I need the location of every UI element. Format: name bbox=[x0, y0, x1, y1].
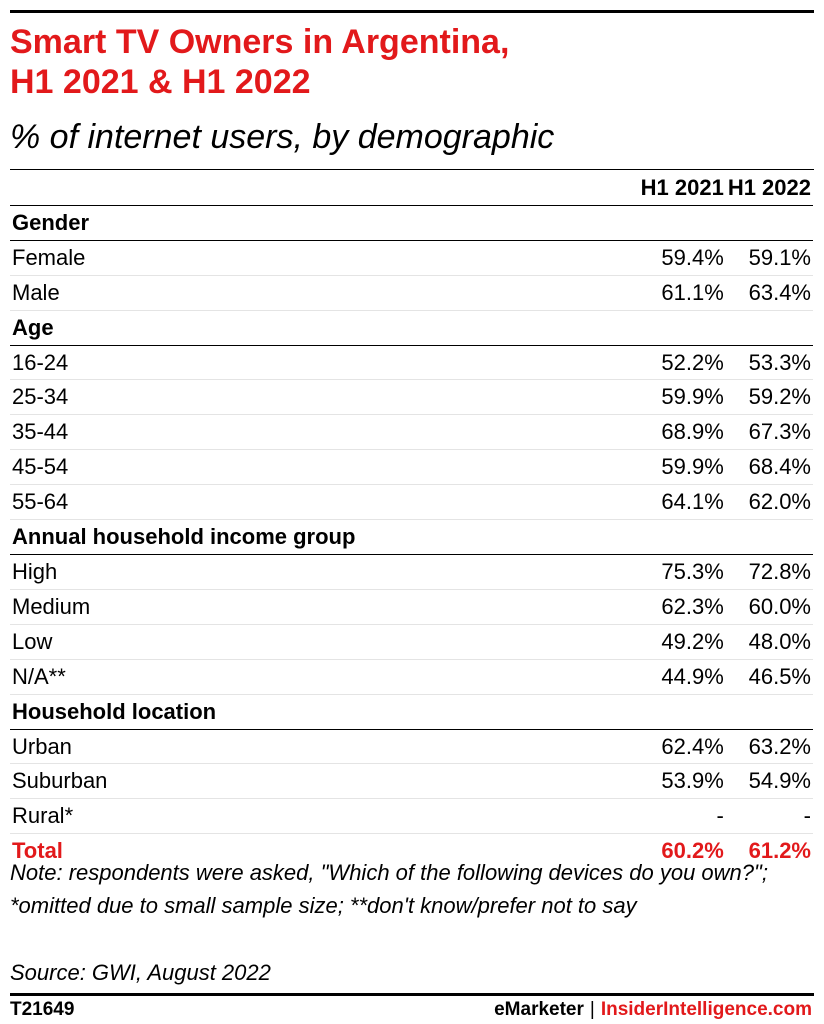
chart-subtitle: % of internet users, by demographic bbox=[10, 118, 555, 156]
value-h1-2022: 68.4% bbox=[725, 449, 813, 486]
column-header-h1-2021: H1 2021 bbox=[640, 175, 724, 200]
table-row: Male 61.1% 63.4% bbox=[10, 275, 813, 311]
value-h1-2022: 53.3% bbox=[725, 345, 813, 381]
table-row: High 75.3% 72.8% bbox=[10, 554, 813, 590]
value-h1-2021: 60.2% bbox=[368, 833, 726, 869]
row-label: Rural* bbox=[10, 798, 369, 835]
footer-brand: eMarketer | InsiderIntelligence.com bbox=[494, 998, 812, 1022]
value-h1-2021: 59.9% bbox=[368, 449, 726, 486]
value-h1-2021: 52.2% bbox=[368, 345, 726, 381]
table-row: 45-54 59.9% 68.4% bbox=[10, 449, 813, 486]
value-h1-2022: 62.0% bbox=[725, 484, 813, 521]
row-label: 35-44 bbox=[10, 414, 369, 451]
value-h1-2021: 68.9% bbox=[368, 414, 726, 451]
value-h1-2021: 49.2% bbox=[368, 624, 726, 660]
value-h1-2022: 60.0% bbox=[725, 589, 813, 625]
row-label: 16-24 bbox=[10, 345, 369, 381]
value-h1-2021: 62.3% bbox=[368, 589, 726, 625]
top-rule bbox=[10, 10, 814, 13]
value-h1-2022: 54.9% bbox=[725, 763, 813, 800]
section-header-row: Age bbox=[10, 310, 813, 346]
value-h1-2021: 59.9% bbox=[368, 379, 726, 416]
data-table: H1 2021 H1 2022 Gender Female 59.4% 59.1% Ma… bbox=[10, 171, 813, 869]
value-h1-2021: 59.4% bbox=[368, 240, 726, 276]
row-label: 45-54 bbox=[10, 449, 369, 486]
table-row: Urban 62.4% 63.2% bbox=[10, 729, 813, 765]
section-label: Gender bbox=[10, 205, 813, 241]
header-rule bbox=[10, 169, 814, 170]
value-h1-2022: 63.2% bbox=[725, 729, 813, 765]
table-row: Rural* - - bbox=[10, 798, 813, 835]
source-text: Source: GWI, August 2022 bbox=[10, 960, 271, 985]
row-label: Suburban bbox=[10, 763, 369, 800]
section-label: Age bbox=[10, 310, 813, 346]
value-h1-2022: 67.3% bbox=[725, 414, 813, 451]
table-row: Female 59.4% 59.1% bbox=[10, 240, 813, 276]
row-label: Total bbox=[10, 833, 369, 869]
value-h1-2022: 48.0% bbox=[725, 624, 813, 660]
table-row: 35-44 68.9% 67.3% bbox=[10, 414, 813, 451]
table-row: 16-24 52.2% 53.3% bbox=[10, 345, 813, 381]
chart-id: T21649 bbox=[10, 999, 75, 1020]
table-row: Suburban 53.9% 54.9% bbox=[10, 763, 813, 800]
section-label: Annual household income group bbox=[10, 519, 813, 555]
value-h1-2022: 72.8% bbox=[725, 554, 813, 590]
row-label: Urban bbox=[10, 729, 369, 765]
row-label: N/A** bbox=[10, 659, 369, 695]
row-label: Female bbox=[10, 240, 369, 276]
table-row: Medium 62.3% 60.0% bbox=[10, 589, 813, 625]
value-h1-2021: 75.3% bbox=[368, 554, 726, 590]
bottom-rule bbox=[10, 993, 814, 996]
row-label: Male bbox=[10, 275, 369, 311]
table-header-row: H1 2021 H1 2022 bbox=[10, 171, 813, 206]
value-h1-2022: 46.5% bbox=[725, 659, 813, 695]
value-h1-2021: 62.4% bbox=[368, 729, 726, 765]
value-h1-2022: - bbox=[725, 798, 813, 835]
table-row: Low 49.2% 48.0% bbox=[10, 624, 813, 660]
value-h1-2021: - bbox=[368, 798, 726, 835]
row-label: High bbox=[10, 554, 369, 590]
value-h1-2022: 61.2% bbox=[725, 833, 813, 869]
row-label: 25-34 bbox=[10, 379, 369, 416]
table-row: 25-34 59.9% 59.2% bbox=[10, 379, 813, 416]
note-text: Note: respondents were asked, "Which of … bbox=[10, 860, 768, 918]
row-label: Medium bbox=[10, 589, 369, 625]
row-label: 55-64 bbox=[10, 484, 369, 521]
total-row: Total 60.2% 61.2% bbox=[10, 833, 813, 869]
value-h1-2021: 61.1% bbox=[368, 275, 726, 311]
section-header-row: Annual household income group bbox=[10, 519, 813, 555]
brand-separator: | bbox=[589, 999, 595, 1020]
section-header-row: Gender bbox=[10, 205, 813, 241]
section-header-row: Household location bbox=[10, 694, 813, 730]
table-body: Gender Female 59.4% 59.1% Male 61.1% 63.4% Age 1… bbox=[10, 205, 813, 869]
table-row: 55-64 64.1% 62.0% bbox=[10, 484, 813, 521]
column-header-h1-2022: H1 2022 bbox=[727, 175, 811, 200]
row-label: Low bbox=[10, 624, 369, 660]
header-label bbox=[10, 171, 369, 205]
value-h1-2021: 44.9% bbox=[368, 659, 726, 695]
value-h1-2022: 59.2% bbox=[725, 379, 813, 416]
brand-insider-intelligence: InsiderIntelligence.com bbox=[600, 999, 812, 1020]
brand-emarketer: eMarketer bbox=[494, 999, 584, 1020]
chart-title: Smart TV Owners in Argentina, H1 2021 & … bbox=[10, 23, 510, 101]
section-label: Household location bbox=[10, 694, 813, 730]
value-h1-2021: 64.1% bbox=[368, 484, 726, 521]
value-h1-2022: 63.4% bbox=[725, 275, 813, 311]
value-h1-2021: 53.9% bbox=[368, 763, 726, 800]
table-row: N/A** 44.9% 46.5% bbox=[10, 659, 813, 695]
value-h1-2022: 59.1% bbox=[725, 240, 813, 276]
